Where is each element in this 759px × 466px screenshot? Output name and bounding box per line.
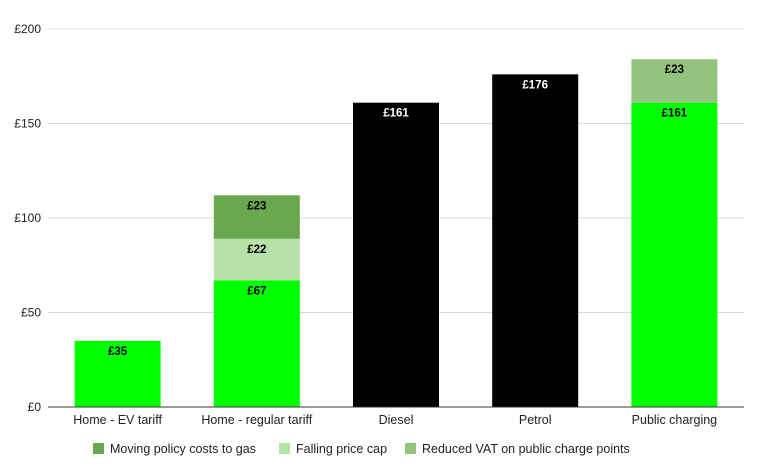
bar-segment	[74, 340, 161, 407]
x-tick-label: Home - EV tariff	[73, 413, 162, 427]
y-axis-tick-labels: £0 £50 £100 £150 £200	[14, 22, 41, 414]
data-label: £161	[662, 108, 688, 120]
bar-segment	[353, 102, 439, 408]
y-tick-label: £0	[28, 400, 42, 414]
legend-label: Moving policy costs to gas	[110, 442, 256, 456]
bar-segment	[213, 238, 300, 281]
legend-swatch	[405, 443, 416, 454]
legend-swatch	[279, 443, 290, 454]
x-tick-label: Petrol	[519, 413, 552, 427]
data-label: £67	[247, 285, 266, 297]
bar-segment	[492, 74, 579, 408]
bar-segment	[631, 102, 718, 408]
y-tick-label: £200	[14, 22, 41, 36]
x-axis: Home - EV tariff Home - regular tariff Die…	[48, 406, 744, 427]
bars: £35 £67 £22 £23 £161 £176 £161 £23	[74, 59, 718, 408]
legend: Moving policy costs to gas Falling price …	[93, 442, 630, 456]
bar-segment	[213, 195, 300, 239]
data-label: £161	[383, 108, 409, 120]
bar-segment	[631, 59, 718, 103]
data-label: £23	[665, 64, 684, 76]
y-tick-label: £150	[14, 117, 41, 131]
x-tick-label: Diesel	[379, 413, 414, 427]
data-label: £35	[108, 346, 128, 358]
y-tick-label: £100	[14, 211, 41, 225]
y-tick-label: £50	[21, 306, 41, 320]
data-label: £176	[522, 79, 548, 91]
legend-label: Falling price cap	[296, 442, 387, 456]
data-label: £22	[247, 244, 266, 256]
legend-swatch	[93, 443, 104, 454]
legend-label: Reduced VAT on public charge points	[422, 442, 630, 456]
x-tick-label: Public charging	[632, 413, 718, 427]
bar-segment	[213, 280, 300, 407]
data-label: £23	[247, 200, 266, 212]
x-tick-label: Home - regular tariff	[201, 413, 312, 427]
